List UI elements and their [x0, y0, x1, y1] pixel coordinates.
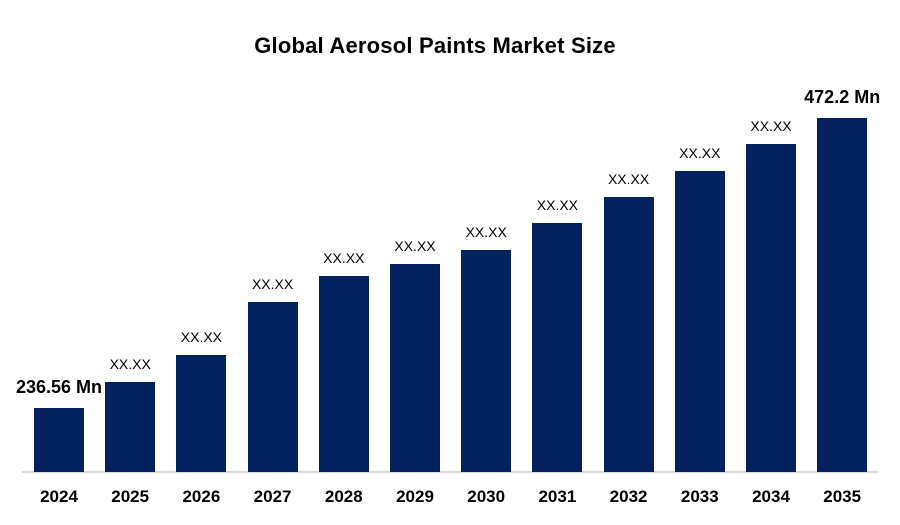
- x-tick-2024: 2024: [40, 487, 78, 506]
- x-tick-2028: 2028: [324, 487, 363, 506]
- bar-2028: [318, 276, 369, 472]
- bar-value-label-2024: 236.56 Mn: [15, 377, 103, 397]
- bar-2024: [34, 408, 84, 472]
- bar-2035: [817, 118, 868, 472]
- bar-2034: [746, 144, 796, 472]
- x-tick-2029: 2029: [396, 487, 434, 506]
- bar-value-label-2032: XX.XX: [607, 171, 650, 187]
- x-tick-2030: 2030: [467, 487, 506, 506]
- x-tick-2027: 2027: [253, 487, 292, 506]
- x-tick-2032: 2032: [609, 487, 648, 506]
- bar-value-label-2025: XX.XX: [109, 356, 151, 372]
- bar-2027: [247, 302, 298, 472]
- bar-value-label-2031: XX.XX: [536, 197, 579, 213]
- x-tick-2026: 2026: [182, 487, 221, 506]
- bar-value-label-2027: XX.XX: [251, 276, 294, 292]
- bar-2025: [105, 382, 156, 472]
- bar-value-label-2033: XX.XX: [679, 145, 721, 161]
- x-tick-2033: 2033: [680, 487, 719, 506]
- bar-value-label-2026: XX.XX: [180, 329, 223, 345]
- x-tick-2031: 2031: [538, 487, 577, 506]
- bar-value-label-2035: 472.2 Mn: [804, 87, 881, 107]
- bar-value-label-2029: XX.XX: [394, 238, 436, 254]
- bar-value-label-2034: XX.XX: [750, 118, 792, 134]
- bar-2033: [674, 171, 725, 472]
- x-axis-line: [22, 471, 878, 473]
- bar-value-label-2028: XX.XX: [323, 250, 365, 266]
- bar-2026: [176, 355, 227, 472]
- bar-2029: [390, 264, 440, 472]
- bar-2031: [532, 223, 583, 472]
- x-tick-2034: 2034: [752, 487, 790, 506]
- x-tick-2035: 2035: [823, 487, 862, 506]
- bar-value-label-2030: XX.XX: [465, 224, 507, 240]
- bar-2032: [603, 197, 654, 472]
- chart-title: Global Aerosol Paints Market Size: [254, 33, 616, 58]
- x-tick-2025: 2025: [111, 487, 150, 506]
- bar-2030: [461, 250, 512, 472]
